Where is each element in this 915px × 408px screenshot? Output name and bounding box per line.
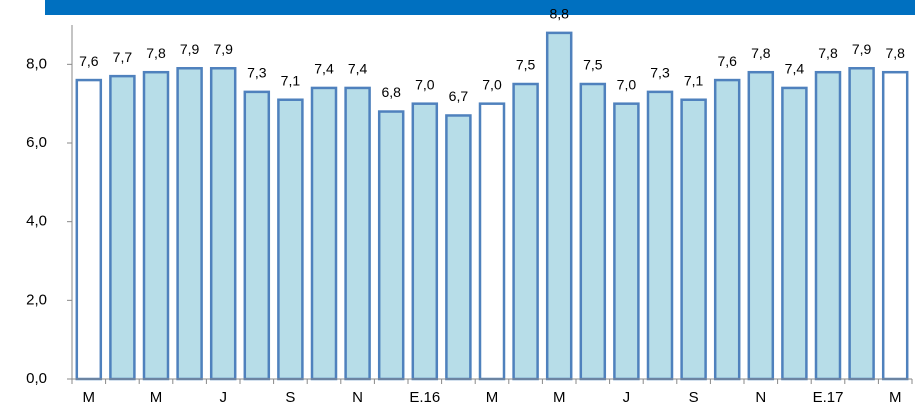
value-label: 7,6 (717, 53, 737, 69)
bar (814, 70, 842, 381)
value-label: 7,1 (684, 72, 704, 88)
x-tick-label: M (486, 389, 499, 406)
y-tick-label: 8,0 (26, 55, 47, 72)
x-tick-label: E.16 (409, 389, 440, 406)
y-tick-label: 2,0 (26, 291, 47, 308)
value-label: 7,0 (617, 76, 637, 92)
value-label: 7,3 (650, 65, 670, 81)
bar (478, 102, 506, 381)
value-label: 7,4 (785, 61, 805, 77)
x-tick-label: M (83, 389, 96, 406)
bar (747, 70, 775, 381)
value-label: 7,4 (348, 61, 368, 77)
value-label: 7,5 (583, 57, 603, 73)
value-label: 7,0 (482, 76, 502, 92)
value-label: 7,9 (180, 41, 200, 57)
header-banner (45, 0, 915, 15)
x-tick-label: J (219, 389, 227, 406)
value-label: 7,8 (751, 45, 771, 61)
value-label: 7,5 (516, 57, 536, 73)
value-label: 7,4 (314, 61, 334, 77)
value-label: 7,9 (852, 41, 872, 57)
x-tick-label: S (689, 389, 699, 406)
bar (545, 31, 573, 381)
x-tick-label: M (889, 389, 902, 406)
bar (243, 90, 271, 381)
y-tick-label: 0,0 (26, 370, 47, 387)
bar (411, 102, 439, 381)
bar (377, 110, 405, 381)
value-label: 7,8 (146, 45, 166, 61)
bar (142, 70, 170, 381)
value-label: 7,1 (281, 72, 301, 88)
value-label: 6,7 (449, 88, 469, 104)
value-label: 7,6 (79, 53, 99, 69)
bar (176, 67, 203, 381)
value-label: 6,8 (381, 84, 401, 100)
bar (344, 86, 371, 381)
bar (277, 98, 304, 381)
x-tick-label: N (755, 389, 766, 406)
x-tick-label: M (150, 389, 163, 406)
value-label: 8,8 (549, 6, 569, 22)
bar (579, 82, 607, 381)
bar (781, 86, 808, 381)
bar (646, 90, 674, 381)
bar (680, 98, 707, 381)
x-tick-label: M (553, 389, 566, 406)
bar (310, 86, 338, 381)
bar (209, 67, 237, 381)
value-label: 7,9 (213, 41, 233, 57)
x-tick-label: J (623, 389, 631, 406)
bar (613, 102, 640, 381)
value-label: 7,8 (885, 45, 905, 61)
bar (881, 70, 909, 381)
y-tick-label: 6,0 (26, 134, 47, 151)
bar (848, 67, 875, 381)
y-tick-label: 4,0 (26, 213, 47, 230)
bar (713, 78, 741, 381)
x-tick-label: N (352, 389, 363, 406)
bar (445, 114, 472, 381)
bar (109, 74, 136, 381)
value-label: 7,7 (113, 49, 133, 65)
x-tick-label: S (285, 389, 295, 406)
x-tick-label: E.17 (813, 389, 844, 406)
bar (512, 82, 539, 381)
value-label: 7,8 (818, 45, 838, 61)
value-label: 7,0 (415, 76, 435, 92)
value-label: 7,3 (247, 65, 267, 81)
bar (75, 78, 103, 381)
